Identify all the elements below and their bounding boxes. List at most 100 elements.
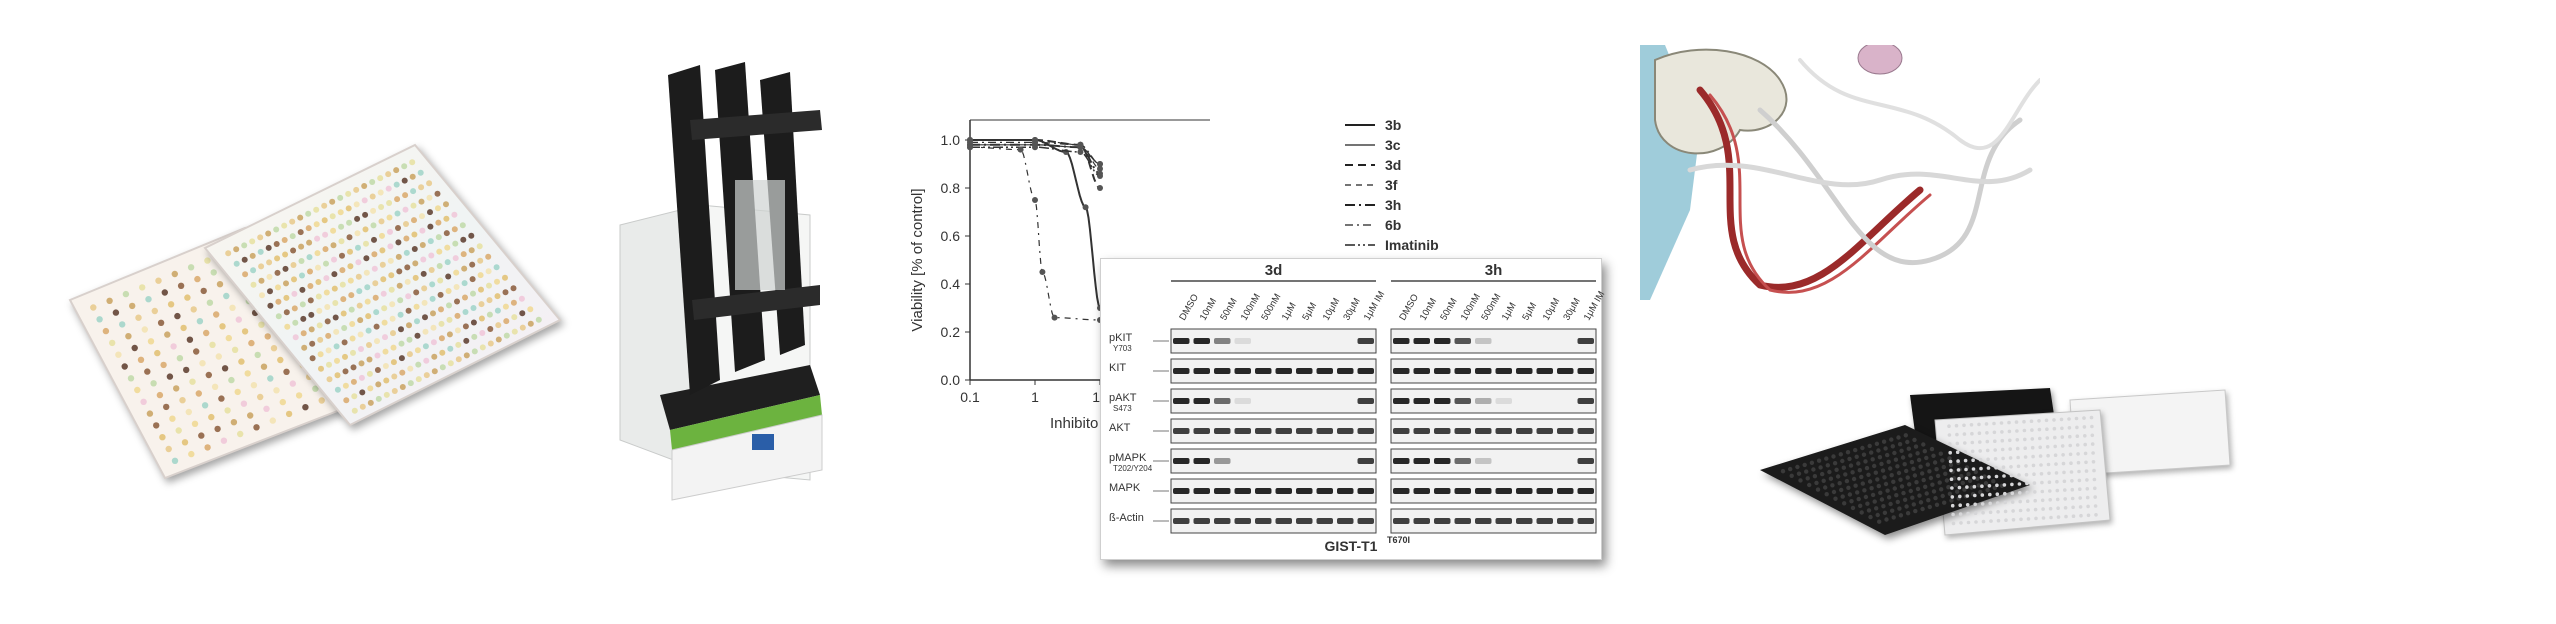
blot-band — [1193, 428, 1210, 434]
x-tick-label: 0.1 — [960, 389, 980, 405]
blot-band — [1475, 428, 1492, 434]
blot-band — [1413, 368, 1430, 374]
blot-band — [1516, 368, 1533, 374]
y-tick-label: 0.2 — [941, 324, 961, 340]
blot-band — [1296, 488, 1313, 494]
lane-label: 50nM — [1438, 296, 1459, 322]
blot-band — [1413, 518, 1430, 524]
blot-band — [1434, 428, 1451, 434]
blot-band — [1393, 428, 1410, 434]
blot-caption-sup: T670I — [1387, 535, 1410, 545]
blot-band — [1413, 398, 1430, 404]
blot-band — [1475, 518, 1492, 524]
data-point — [1077, 141, 1084, 148]
group-label-left: 3d — [1265, 262, 1283, 279]
series-line-Imatinib — [970, 146, 1101, 177]
blot-band — [1214, 428, 1231, 434]
blot-band — [1434, 338, 1451, 344]
blot-band — [1393, 368, 1410, 374]
blot-band — [1357, 368, 1374, 374]
western-blot-panel: 3d 3h DMSO 10nM 50nM 100nM 500nM 1μM 5μM 10μM 30μM… — [1100, 258, 1607, 560]
blot-band — [1495, 518, 1512, 524]
blot-band — [1275, 518, 1292, 524]
blot-band — [1173, 368, 1190, 374]
data-point — [1097, 185, 1103, 191]
data-point — [1051, 314, 1058, 321]
blot-band — [1173, 488, 1190, 494]
blot-band — [1173, 458, 1190, 464]
blot-band — [1214, 518, 1231, 524]
row-label: MAPK — [1109, 482, 1141, 494]
legend-label: 3f — [1385, 177, 1398, 193]
blot-band — [1557, 518, 1574, 524]
y-tick-label: 0.0 — [941, 372, 961, 388]
blot-band — [1296, 518, 1313, 524]
blot-band — [1393, 338, 1410, 344]
blot-band — [1434, 458, 1451, 464]
blot-band — [1193, 518, 1210, 524]
blot-band — [1337, 518, 1354, 524]
blot-band — [1214, 488, 1231, 494]
legend-label: 3c — [1385, 137, 1401, 153]
data-point — [1082, 204, 1089, 211]
blot-band — [1495, 488, 1512, 494]
y-axis-label: Viability [% of control] — [909, 188, 926, 331]
blot-band — [1193, 338, 1210, 344]
blot-band — [1173, 398, 1190, 404]
blot-band — [1357, 338, 1374, 344]
blot-band — [1536, 518, 1553, 524]
blot-band — [1557, 428, 1574, 434]
row-label: ß-Actin — [1109, 512, 1144, 524]
blot-band — [1454, 398, 1471, 404]
blot-band — [1516, 428, 1533, 434]
lane-label: 10μM — [1541, 296, 1563, 322]
blot-band — [1275, 428, 1292, 434]
legend-label: 3b — [1385, 117, 1401, 133]
legend-label: 3h — [1385, 197, 1401, 213]
series-line-3h — [970, 143, 1101, 175]
blot-band — [1234, 398, 1251, 404]
data-point — [1032, 139, 1038, 146]
blot-band — [1193, 368, 1210, 374]
lane-label: 5μM — [1520, 301, 1539, 323]
blot-band — [1173, 338, 1190, 344]
data-point — [1097, 161, 1103, 167]
blot-band — [1434, 368, 1451, 374]
row-label: pAKT — [1109, 392, 1137, 404]
row-label: pKIT — [1109, 332, 1133, 344]
lane-label: 30μM — [1561, 296, 1583, 322]
blot-band — [1495, 428, 1512, 434]
blot-band — [1275, 488, 1292, 494]
lane-label: 10μM — [1321, 296, 1343, 322]
blot-band — [1577, 338, 1594, 344]
blot-band — [1434, 398, 1451, 404]
y-tick-label: 0.8 — [941, 180, 961, 196]
row-label: AKT — [1109, 422, 1131, 434]
data-point — [1017, 146, 1024, 153]
lane-label: 5μM — [1300, 301, 1319, 323]
blot-band — [1475, 458, 1492, 464]
blot-band — [1234, 338, 1251, 344]
legend-label: 6b — [1385, 217, 1401, 233]
blot-band — [1454, 518, 1471, 524]
row-sublabel: Y703 — [1113, 344, 1132, 353]
data-point — [1032, 144, 1038, 151]
blot-band — [1393, 458, 1410, 464]
blot-band — [1296, 428, 1313, 434]
series-line-Ponatinib — [969, 146, 1101, 321]
blot-band — [1214, 338, 1231, 344]
blot-band — [1275, 368, 1292, 374]
blot-band — [1413, 488, 1430, 494]
legend-label: Imatinib — [1385, 237, 1439, 253]
lane-label: 1μM — [1280, 301, 1299, 323]
blot-band — [1516, 488, 1533, 494]
blot-band — [1475, 368, 1492, 374]
blot-band — [1316, 518, 1333, 524]
blot-band — [1357, 428, 1374, 434]
data-point — [1077, 149, 1084, 155]
blot-band — [1214, 398, 1231, 404]
blot-band — [1577, 518, 1594, 524]
lane-label: 10nM — [1418, 296, 1439, 322]
row-sublabel: S473 — [1113, 404, 1132, 413]
